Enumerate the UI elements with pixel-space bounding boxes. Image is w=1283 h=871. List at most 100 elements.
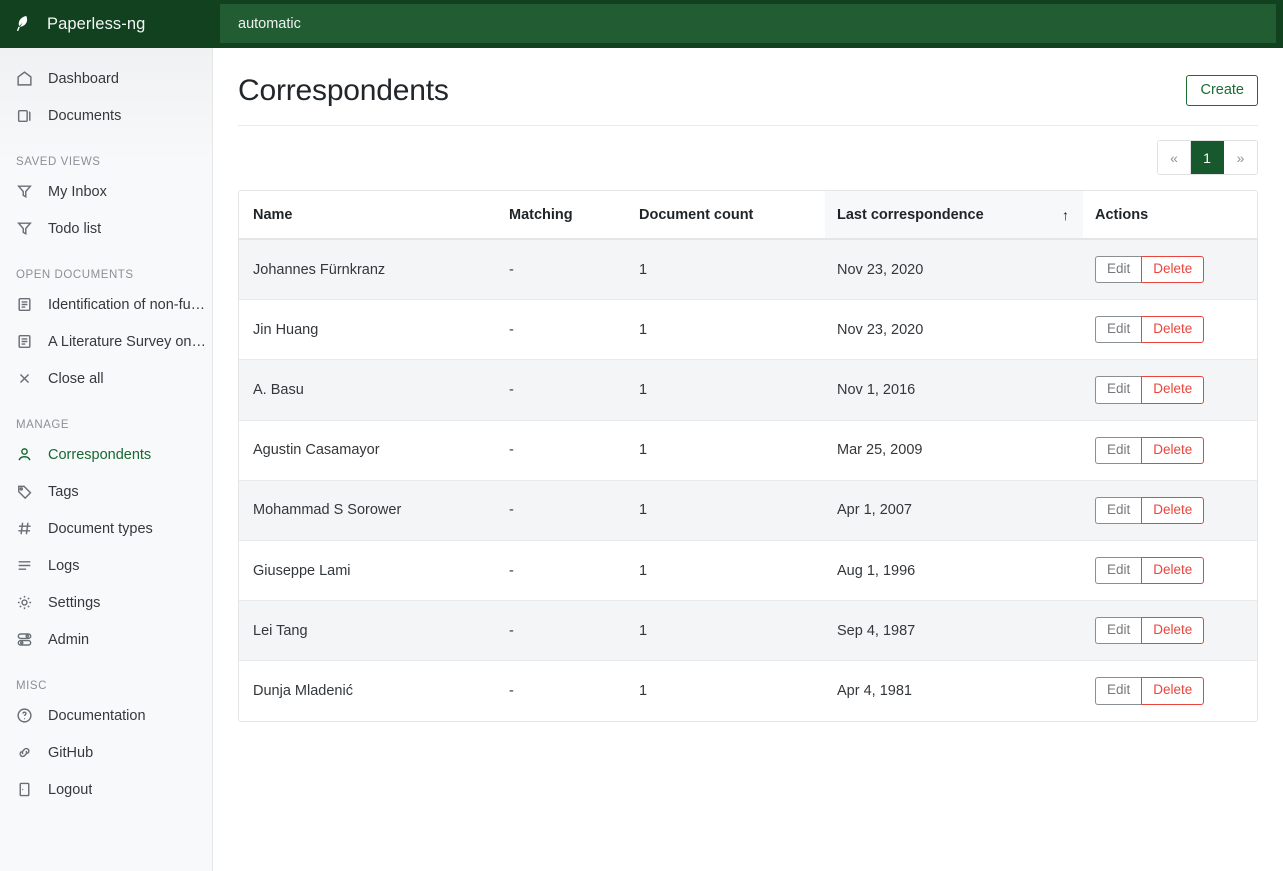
cell-matching: -	[497, 540, 627, 602]
tag-icon	[16, 483, 33, 500]
funnel-icon	[16, 183, 33, 200]
delete-button[interactable]: Delete	[1141, 496, 1205, 524]
delete-button[interactable]: Delete	[1141, 436, 1205, 464]
cell-name: Johannes Fürnkranz	[239, 239, 497, 301]
sidebar-item-admin[interactable]: Admin	[0, 621, 212, 658]
cell-actions: Edit Delete	[1083, 600, 1257, 662]
sidebar-item-document-types[interactable]: Document types	[0, 510, 212, 547]
row-action-group: Edit Delete	[1095, 617, 1205, 645]
sidebar-item-label: Close all	[48, 370, 104, 387]
pagination-page-1[interactable]: 1	[1191, 141, 1224, 174]
edit-button[interactable]: Edit	[1095, 376, 1142, 404]
table-row: Johannes Fürnkranz -1 Nov 23, 2020 Edit Dele…	[239, 239, 1257, 301]
edit-button[interactable]: Edit	[1095, 256, 1142, 284]
cell-last-correspondence: Nov 1, 2016	[825, 359, 1083, 421]
sort-ascending-icon: ↑	[1062, 207, 1069, 223]
search-input-wrapper[interactable]	[220, 4, 1276, 43]
cell-last-correspondence: Nov 23, 2020	[825, 239, 1083, 301]
edit-button[interactable]: Edit	[1095, 496, 1142, 524]
sidebar-item-open-document-1[interactable]: Identification of non-fu…	[0, 286, 212, 323]
edit-button[interactable]: Edit	[1095, 677, 1142, 705]
cell-matching: -	[497, 480, 627, 541]
cell-matching: -	[497, 660, 627, 721]
edit-button[interactable]: Edit	[1095, 617, 1142, 645]
column-header-label: Last correspondence	[837, 207, 984, 223]
column-header-name[interactable]: Name	[239, 191, 497, 240]
sidebar-item-documents[interactable]: Documents	[0, 97, 212, 134]
pagination-prev[interactable]: «	[1158, 141, 1191, 174]
cell-last-correspondence: Apr 4, 1981	[825, 660, 1083, 721]
sidebar-item-label: Settings	[48, 594, 101, 611]
row-action-group: Edit Delete	[1095, 677, 1205, 705]
delete-button[interactable]: Delete	[1141, 677, 1205, 705]
column-header-document-count[interactable]: Document count	[627, 191, 825, 240]
sidebar-item-my-inbox[interactable]: My Inbox	[0, 173, 212, 210]
close-icon	[16, 370, 33, 387]
cell-last-correspondence: Sep 4, 1987	[825, 600, 1083, 662]
search-input[interactable]	[238, 15, 1276, 32]
sidebar: Dashboard Documents Saved views My Inbox…	[0, 48, 213, 871]
delete-button[interactable]: Delete	[1141, 316, 1205, 344]
cell-matching: -	[497, 299, 627, 361]
column-header-last-correspondence[interactable]: Last correspondence ↑	[825, 191, 1083, 240]
cell-actions: Edit Delete	[1083, 420, 1257, 481]
sidebar-item-open-document-2[interactable]: A Literature Survey on …	[0, 323, 212, 360]
delete-button[interactable]: Delete	[1141, 556, 1205, 585]
cell-name: Giuseppe Lami	[239, 540, 497, 602]
cell-document-count: 1	[627, 239, 825, 301]
sidebar-item-todo-list[interactable]: Todo list	[0, 210, 212, 247]
brand-area[interactable]: Paperless-ng	[0, 0, 213, 48]
sidebar-section-title-manage: Manage	[16, 419, 70, 431]
row-action-group: Edit Delete	[1095, 376, 1205, 404]
sidebar-item-close-all[interactable]: Close all	[0, 360, 212, 397]
column-header-label: Actions	[1095, 207, 1149, 223]
column-header-label: Document count	[639, 207, 754, 223]
sidebar-item-documentation[interactable]: Documentation	[0, 697, 212, 734]
page-title: Correspondents	[238, 74, 449, 107]
delete-button[interactable]: Delete	[1141, 376, 1205, 404]
sidebar-item-label: Identification of non-fu…	[48, 296, 206, 313]
sidebar-item-label: Admin	[48, 631, 90, 648]
pagination-next[interactable]: »	[1224, 141, 1257, 174]
edit-button[interactable]: Edit	[1095, 316, 1142, 344]
sidebar-item-logs[interactable]: Logs	[0, 547, 212, 584]
delete-button[interactable]: Delete	[1141, 617, 1205, 645]
column-header-label: Matching	[509, 207, 573, 223]
sidebar-item-logout[interactable]: Logout	[0, 771, 212, 808]
row-action-group: Edit Delete	[1095, 256, 1205, 284]
cell-document-count: 1	[627, 660, 825, 721]
cell-actions: Edit Delete	[1083, 359, 1257, 421]
edit-button[interactable]: Edit	[1095, 556, 1142, 585]
question-circle-icon	[16, 707, 33, 724]
create-button[interactable]: Create	[1186, 74, 1258, 107]
cell-matching: -	[497, 239, 627, 301]
column-header-matching[interactable]: Matching	[497, 191, 627, 240]
cell-last-correspondence: Aug 1, 1996	[825, 540, 1083, 602]
cell-last-correspondence: Apr 1, 2007	[825, 480, 1083, 541]
sidebar-item-github[interactable]: GitHub	[0, 734, 212, 771]
cell-document-count: 1	[627, 540, 825, 602]
cell-document-count: 1	[627, 299, 825, 361]
sidebar-item-label: Document types	[48, 520, 153, 537]
sidebar-item-tags[interactable]: Tags	[0, 473, 212, 510]
cell-actions: Edit Delete	[1083, 540, 1257, 602]
delete-button[interactable]: Delete	[1141, 256, 1205, 284]
sidebar-item-dashboard[interactable]: Dashboard	[0, 60, 212, 97]
top-bar: Paperless-ng	[0, 0, 1283, 48]
sidebar-item-label: Documentation	[48, 707, 146, 724]
table-body: Johannes Fürnkranz -1 Nov 23, 2020 Edit Dele…	[239, 239, 1257, 721]
table-row: Dunja Mladenić -1 Apr 4, 1981 Edit Delete	[239, 660, 1257, 721]
home-icon	[16, 70, 33, 87]
correspondents-table: Name Matching Document count Last corres…	[239, 191, 1257, 721]
sidebar-section-main: Dashboard Documents	[0, 60, 212, 134]
sidebar-item-correspondents[interactable]: Correspondents	[0, 436, 212, 473]
edit-button[interactable]: Edit	[1095, 436, 1142, 464]
sidebar-item-label: A Literature Survey on …	[48, 333, 208, 350]
column-header-actions: Actions	[1083, 191, 1257, 240]
sidebar-section-title-misc: Misc	[16, 680, 47, 692]
row-action-group: Edit Delete	[1095, 556, 1205, 585]
cell-matching: -	[497, 420, 627, 481]
sidebar-item-settings[interactable]: Settings	[0, 584, 212, 621]
cell-document-count: 1	[627, 420, 825, 481]
table-row: A. Basu -1 Nov 1, 2016 Edit Delete	[239, 359, 1257, 421]
